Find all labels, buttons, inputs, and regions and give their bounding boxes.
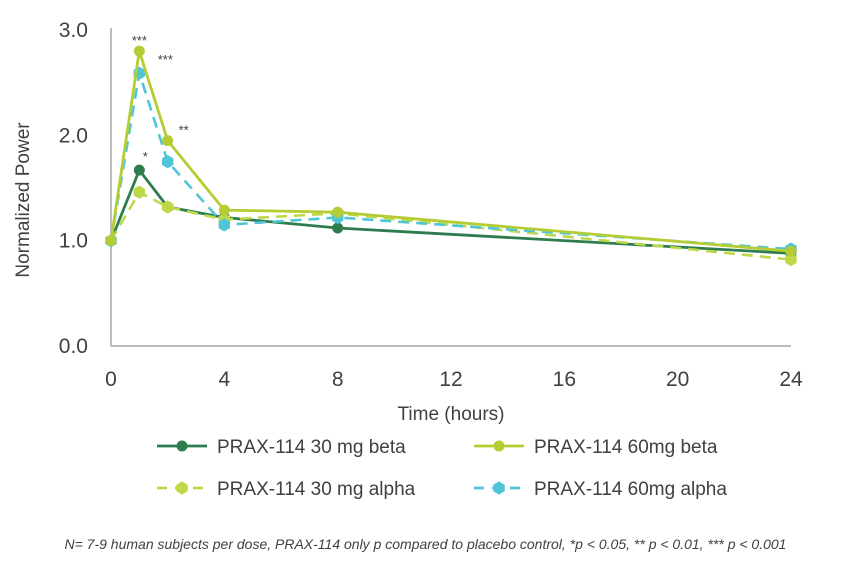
legend-label: PRAX-114 60mg alpha: [534, 479, 727, 500]
x-tick-labels: 0 4 8 12 16 20 24: [105, 368, 803, 391]
significance-marker: **: [179, 123, 189, 138]
data-point: [162, 155, 174, 169]
x-tick-label: 8: [332, 368, 344, 391]
significance-marker: ***: [158, 52, 173, 67]
data-point: [162, 200, 174, 214]
x-tick-label: 16: [553, 368, 576, 391]
x-tick-label: 12: [439, 368, 462, 391]
y-tick-label: 1.0: [59, 230, 88, 253]
legend-label: PRAX-114 60mg beta: [534, 437, 718, 458]
series-group: [105, 45, 797, 257]
legend-swatch-marker: [493, 481, 505, 495]
legend-item: PRAX-114 60mg alpha: [474, 479, 727, 500]
x-tick-label: 0: [105, 368, 117, 391]
series-group: [105, 164, 797, 259]
legend-swatch-marker: [176, 481, 188, 495]
data-point: [133, 45, 145, 57]
data-point: [332, 222, 344, 234]
data-point: [332, 206, 344, 218]
y-tick-labels: 0.0 1.0 2.0 3.0: [59, 19, 88, 358]
series-line: [109, 190, 792, 261]
y-tick-label: 0.0: [59, 335, 88, 358]
legend-label: PRAX-114 30 mg beta: [217, 437, 406, 458]
data-point: [218, 218, 230, 232]
series-line: [109, 49, 792, 253]
legend: PRAX-114 30 mg beta PRAX-114 60mg beta PRA…: [157, 437, 727, 500]
legend-swatch-marker: [493, 440, 505, 452]
legend-item: PRAX-114 30 mg alpha: [157, 479, 416, 500]
significance-annotations: *********: [132, 33, 189, 164]
x-tick-label: 20: [666, 368, 689, 391]
y-tick-label: 2.0: [59, 124, 88, 147]
significance-marker: ***: [132, 33, 147, 48]
x-tick-label: 24: [779, 368, 803, 391]
significance-marker: *: [143, 149, 148, 164]
data-point: [133, 164, 145, 176]
line-chart: 0 4 8 12 16 20 24 0.0 1.0 2.0 3.0 Time (hours) No…: [13, 19, 803, 500]
footnote: N= 7-9 human subjects per dose, PRAX-114…: [64, 536, 787, 552]
y-axis-title: Normalized Power: [13, 122, 34, 278]
legend-item: PRAX-114 60mg beta: [474, 437, 718, 458]
data-point: [133, 185, 145, 199]
data-point: [105, 235, 117, 247]
legend-swatch-marker: [176, 440, 188, 452]
x-axis-title: Time (hours): [398, 404, 505, 425]
series-group: [105, 185, 797, 267]
data-point: [785, 253, 797, 267]
data-point: [162, 135, 174, 147]
data-point: [785, 245, 797, 257]
chart-axes: [110, 28, 791, 347]
legend-label: PRAX-114 30 mg alpha: [217, 479, 416, 500]
y-tick-label: 3.0: [59, 19, 88, 42]
data-point: [218, 204, 230, 216]
series-layer: [105, 45, 797, 267]
series-group: [105, 66, 797, 256]
legend-item: PRAX-114 30 mg beta: [157, 437, 406, 458]
x-tick-label: 4: [218, 368, 230, 391]
